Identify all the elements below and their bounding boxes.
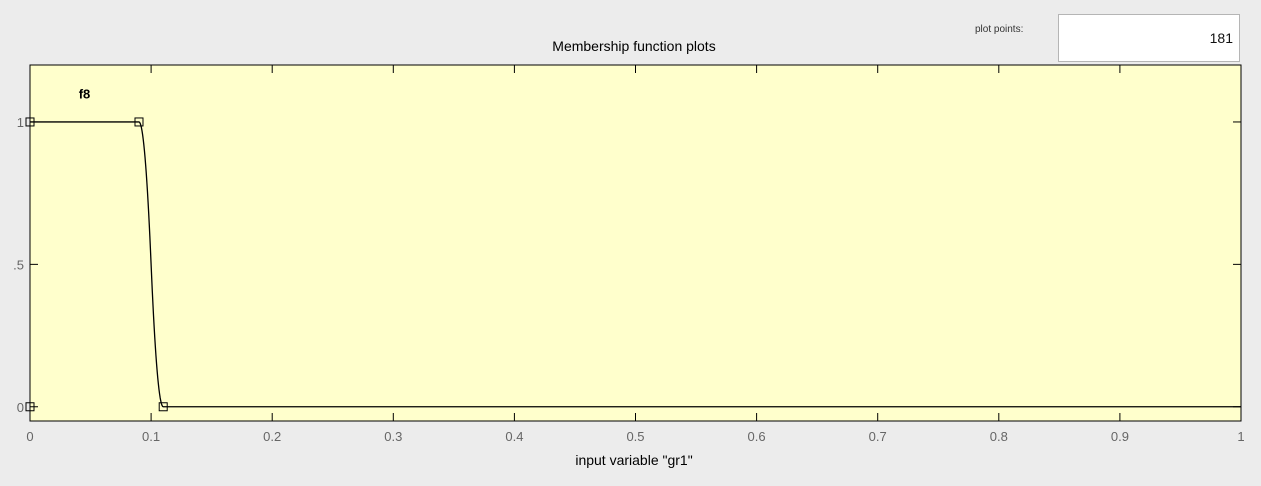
mf-curve-f8[interactable] xyxy=(30,121,1241,408)
x-tick-label: 0.5 xyxy=(626,429,644,444)
x-tick-label: 0.3 xyxy=(384,429,402,444)
plot-points-input[interactable] xyxy=(1058,14,1240,62)
mf-label-f8[interactable]: f8 xyxy=(79,86,91,101)
x-tick-label: 1 xyxy=(1237,429,1244,444)
x-tick-label: 0.4 xyxy=(505,429,523,444)
x-tick-label: 0 xyxy=(26,429,33,444)
x-tick-label: 0.7 xyxy=(869,429,887,444)
x-tick-label: 0.8 xyxy=(990,429,1008,444)
y-tick-label: 1 xyxy=(17,115,24,130)
mf-handle[interactable] xyxy=(158,402,168,412)
mf-control-handles[interactable] xyxy=(25,117,168,412)
x-tick-label: 0.6 xyxy=(748,429,766,444)
x-tick-label: 0.1 xyxy=(142,429,160,444)
chart-title: Membership function plots xyxy=(552,38,715,54)
x-tick-label: 0.2 xyxy=(263,429,281,444)
x-tick-label: 0.9 xyxy=(1111,429,1129,444)
mf-handle[interactable] xyxy=(25,402,35,412)
y-tick-label: 0 xyxy=(17,400,24,415)
axis-ticks xyxy=(29,65,1242,421)
y-tick-label: .5 xyxy=(13,257,24,272)
mf-handle[interactable] xyxy=(134,117,144,127)
axis-tick-labels: 0 0.1 0.2 0.3 0.4 0.5 0.6 0.7 0.8 0.9 10.51 xyxy=(13,115,1244,444)
x-axis-label: input variable "gr1" xyxy=(575,452,692,468)
plot-points-label: plot points: xyxy=(975,24,1024,35)
mf-handle[interactable] xyxy=(25,117,35,127)
plot-area[interactable] xyxy=(29,64,1242,422)
